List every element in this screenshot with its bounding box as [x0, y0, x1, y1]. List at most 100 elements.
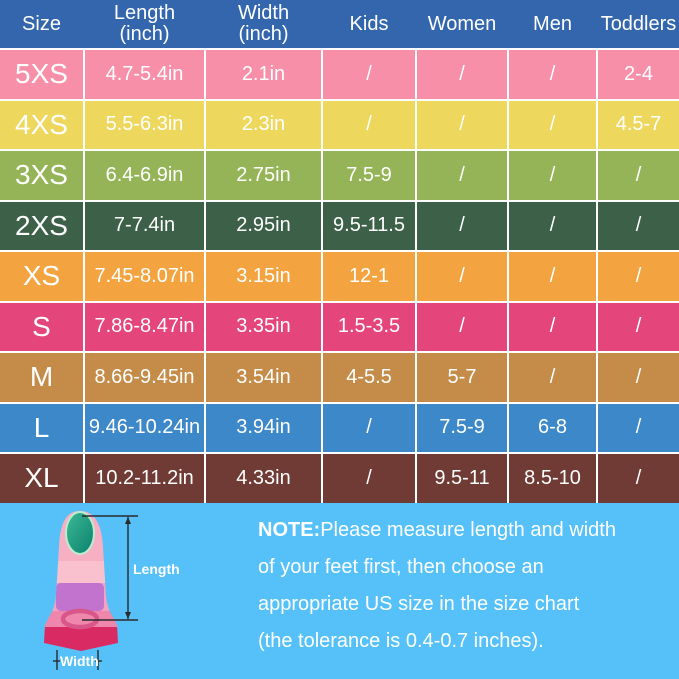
header-row: Size Length (inch) Width (inch) Kids Wom…	[0, 0, 679, 48]
women-cell: /	[417, 151, 507, 200]
size-cell: XS	[0, 252, 83, 301]
men-cell: /	[509, 353, 596, 402]
note-text: NOTE:Please measure length and width of …	[258, 503, 616, 660]
length-dimension	[82, 514, 138, 621]
note-line: of your feet first, then choose an	[258, 555, 544, 578]
toddlers-cell: /	[598, 454, 679, 503]
men-cell: /	[509, 151, 596, 200]
toddlers-cell: /	[598, 403, 679, 452]
table-row: 5XS 4.7-5.4in 2.1in / / / 2-4	[0, 50, 679, 99]
footer-panel: Length Width NOTE:Please measure length …	[0, 502, 679, 679]
fin-tip	[65, 510, 95, 555]
women-cell: /	[417, 252, 507, 301]
column-header-toddlers: Toddlers	[598, 0, 679, 48]
header-label: Toddlers	[600, 12, 677, 35]
table-row: 3XS 6.4-6.9in 2.75in 7.5-9 / / /	[0, 151, 679, 200]
size-cell: 3XS	[0, 151, 83, 200]
column-header-width: Width (inch)	[237, 2, 290, 45]
size-table: Size Length (inch) Width (inch) Kids Wom…	[0, 0, 679, 503]
kids-cell: 7.5-9	[323, 151, 415, 200]
width-cell: 2.75in	[206, 151, 321, 200]
length-dimension-label: Length	[133, 561, 180, 577]
width-cell: 4.33in	[206, 454, 321, 503]
kids-cell: 9.5-11.5	[323, 201, 415, 250]
column-header-women: Women	[417, 0, 507, 48]
men-cell: /	[509, 50, 596, 99]
toddlers-cell: /	[598, 201, 679, 250]
kids-cell: /	[323, 50, 415, 99]
women-cell: 9.5-11	[417, 454, 507, 503]
header-label: Width	[237, 2, 290, 24]
kids-cell: /	[323, 100, 415, 149]
width-cell: 3.35in	[206, 302, 321, 351]
length-cell: 4.7-5.4in	[85, 50, 204, 99]
note-label: NOTE:	[258, 518, 321, 541]
header-label: Men	[533, 12, 572, 35]
column-header-size: Size	[0, 0, 83, 48]
column-header-men: Men	[509, 0, 596, 48]
men-cell: 8.5-10	[509, 454, 596, 503]
toddlers-cell: /	[598, 252, 679, 301]
swim-fin-image: Length Width	[44, 510, 180, 670]
length-cell: 10.2-11.2in	[85, 454, 204, 503]
size-cell: M	[0, 353, 83, 402]
header-label: Size	[22, 12, 61, 35]
kids-cell: /	[323, 403, 415, 452]
length-cell: 6.4-6.9in	[85, 151, 204, 200]
table-row: 4XS 5.5-6.3in 2.3in / / / 4.5-7	[0, 100, 679, 149]
women-cell: 5-7	[417, 353, 507, 402]
table-row: S 7.86-8.47in 3.35in 1.5-3.5 / / /	[0, 302, 679, 351]
header-label: Length	[113, 2, 176, 24]
width-cell: 2.1in	[206, 50, 321, 99]
fin-illustration: Length Width	[20, 503, 240, 679]
length-cell: 7-7.4in	[85, 201, 204, 250]
header-label: Women	[427, 12, 497, 35]
width-dimension-label: Width	[60, 653, 99, 669]
toddlers-cell: /	[598, 302, 679, 351]
table-row: XL 10.2-11.2in 4.33in / 9.5-11 8.5-10 /	[0, 454, 679, 503]
table-row: M 8.66-9.45in 3.54in 4-5.5 5-7 / /	[0, 353, 679, 402]
width-cell: 3.94in	[206, 403, 321, 452]
men-cell: 6-8	[509, 403, 596, 452]
table-row: L 9.46-10.24in 3.94in / 7.5-9 6-8 /	[0, 403, 679, 452]
note-line: (the tolerance is 0.4-0.7 inches).	[258, 629, 544, 652]
size-cell: S	[0, 302, 83, 351]
men-cell: /	[509, 201, 596, 250]
width-cell: 3.54in	[206, 353, 321, 402]
toddlers-cell: /	[598, 151, 679, 200]
width-cell: 3.15in	[206, 252, 321, 301]
note-line: appropriate US size in the size chart	[258, 592, 580, 615]
kids-cell: /	[323, 454, 415, 503]
men-cell: /	[509, 252, 596, 301]
size-cell: XL	[0, 454, 83, 503]
women-cell: /	[417, 100, 507, 149]
women-cell: /	[417, 302, 507, 351]
length-cell: 7.86-8.47in	[85, 302, 204, 351]
header-label: Kids	[349, 12, 389, 35]
width-dimension	[53, 649, 102, 670]
length-cell: 7.45-8.07in	[85, 252, 204, 301]
table-row: XS 7.45-8.07in 3.15in 12-1 / / /	[0, 252, 679, 301]
column-header-length: Length (inch)	[113, 2, 176, 45]
length-cell: 8.66-9.45in	[85, 353, 204, 402]
toddlers-cell: /	[598, 353, 679, 402]
length-cell: 5.5-6.3in	[85, 100, 204, 149]
men-cell: /	[509, 100, 596, 149]
toddlers-cell: 4.5-7	[598, 100, 679, 149]
length-cell: 9.46-10.24in	[85, 403, 204, 452]
size-cell: 2XS	[0, 201, 83, 250]
note-line: NOTE:Please measure length and width	[258, 518, 616, 541]
women-cell: /	[417, 50, 507, 99]
women-cell: /	[417, 201, 507, 250]
kids-cell: 1.5-3.5	[323, 302, 415, 351]
kids-cell: 4-5.5	[323, 353, 415, 402]
toddlers-cell: 2-4	[598, 50, 679, 99]
table-row: 2XS 7-7.4in 2.95in 9.5-11.5 / / /	[0, 201, 679, 250]
kids-cell: 12-1	[323, 252, 415, 301]
size-cell: 4XS	[0, 100, 83, 149]
size-cell: 5XS	[0, 50, 83, 99]
men-cell: /	[509, 302, 596, 351]
width-cell: 2.95in	[206, 201, 321, 250]
width-cell: 2.3in	[206, 100, 321, 149]
